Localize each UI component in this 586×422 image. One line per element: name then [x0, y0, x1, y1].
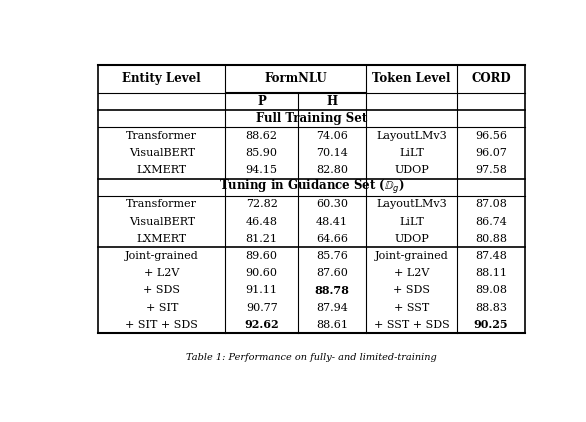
Text: 88.83: 88.83: [475, 303, 507, 313]
Text: 87.94: 87.94: [316, 303, 348, 313]
Text: 82.80: 82.80: [316, 165, 348, 175]
Text: P: P: [257, 95, 266, 108]
Text: 89.08: 89.08: [475, 285, 507, 295]
Text: + L2V: + L2V: [144, 268, 179, 278]
Text: 90.25: 90.25: [473, 319, 509, 330]
Text: 87.48: 87.48: [475, 251, 507, 261]
Text: UDOP: UDOP: [394, 165, 429, 175]
Text: 80.88: 80.88: [475, 234, 507, 244]
Text: Entity Level: Entity Level: [122, 73, 201, 85]
Text: 90.77: 90.77: [246, 303, 278, 313]
Text: LayoutLMv3: LayoutLMv3: [376, 130, 447, 141]
Text: 46.48: 46.48: [246, 216, 278, 227]
Text: 88.78: 88.78: [315, 285, 350, 296]
Text: 97.58: 97.58: [475, 165, 507, 175]
Text: 96.07: 96.07: [475, 148, 507, 158]
Text: VisualBERT: VisualBERT: [129, 216, 195, 227]
Text: 88.62: 88.62: [246, 130, 278, 141]
Text: CORD: CORD: [471, 73, 511, 85]
Text: 72.82: 72.82: [246, 199, 278, 209]
Text: 88.61: 88.61: [316, 320, 348, 330]
Text: 90.60: 90.60: [246, 268, 278, 278]
Text: 81.21: 81.21: [246, 234, 278, 244]
Text: FormNLU: FormNLU: [264, 73, 327, 85]
Text: Joint-grained: Joint-grained: [374, 251, 448, 261]
Text: LiLT: LiLT: [399, 148, 424, 158]
Text: + SST + SDS: + SST + SDS: [374, 320, 449, 330]
Text: 60.30: 60.30: [316, 199, 348, 209]
Text: 89.60: 89.60: [246, 251, 278, 261]
Text: Full Training Set: Full Training Set: [256, 112, 367, 125]
Text: 48.41: 48.41: [316, 216, 348, 227]
Text: + SIT + SDS: + SIT + SDS: [125, 320, 198, 330]
Text: + SST: + SST: [394, 303, 429, 313]
Text: + L2V: + L2V: [394, 268, 430, 278]
Text: 86.74: 86.74: [475, 216, 507, 227]
Text: + SDS: + SDS: [144, 285, 180, 295]
Text: 70.14: 70.14: [316, 148, 348, 158]
Text: LXMERT: LXMERT: [137, 234, 187, 244]
Text: 94.15: 94.15: [246, 165, 278, 175]
Text: Tuning in Guidance Set ($\mathbb{D}_g$): Tuning in Guidance Set ($\mathbb{D}_g$): [219, 178, 404, 196]
Text: + SDS: + SDS: [393, 285, 430, 295]
Text: 88.11: 88.11: [475, 268, 507, 278]
Text: 85.76: 85.76: [316, 251, 348, 261]
Text: LiLT: LiLT: [399, 216, 424, 227]
Text: Transformer: Transformer: [127, 130, 197, 141]
Text: LayoutLMv3: LayoutLMv3: [376, 199, 447, 209]
Text: 87.08: 87.08: [475, 199, 507, 209]
Text: Transformer: Transformer: [127, 199, 197, 209]
Text: 85.90: 85.90: [246, 148, 278, 158]
Text: UDOP: UDOP: [394, 234, 429, 244]
Text: Token Level: Token Level: [373, 73, 451, 85]
Text: 64.66: 64.66: [316, 234, 348, 244]
Text: Table 1: Performance on fully- and limited-training: Table 1: Performance on fully- and limit…: [186, 353, 437, 362]
Text: 74.06: 74.06: [316, 130, 348, 141]
Text: 91.11: 91.11: [246, 285, 278, 295]
Text: LXMERT: LXMERT: [137, 165, 187, 175]
Text: 96.56: 96.56: [475, 130, 507, 141]
Text: 87.60: 87.60: [316, 268, 348, 278]
Text: 92.62: 92.62: [244, 319, 279, 330]
Text: VisualBERT: VisualBERT: [129, 148, 195, 158]
Text: Joint-grained: Joint-grained: [125, 251, 199, 261]
Text: + SIT: + SIT: [146, 303, 178, 313]
Text: H: H: [326, 95, 338, 108]
